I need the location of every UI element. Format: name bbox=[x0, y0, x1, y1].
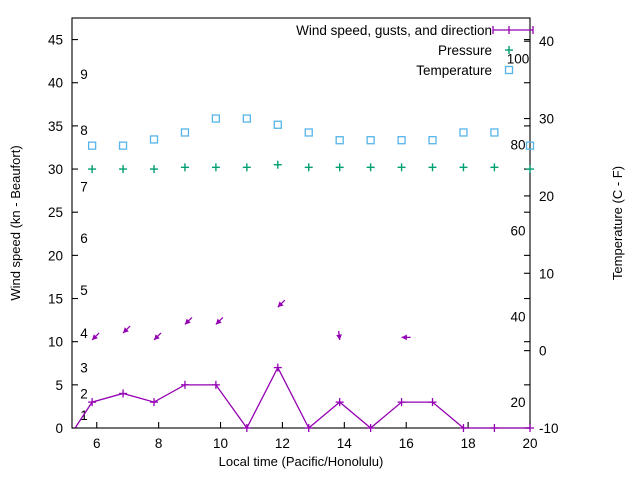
beaufort-scale-label: 9 bbox=[80, 67, 88, 82]
beaufort-scale-label: 7 bbox=[80, 179, 88, 194]
y-axis-tick-label: 15 bbox=[48, 292, 63, 307]
legend-label-2: Temperature bbox=[416, 63, 492, 78]
wind-direction-arrow-head bbox=[215, 318, 222, 325]
temperature-marker bbox=[180, 128, 190, 137]
wind-direction-arrow-head bbox=[336, 334, 342, 340]
x-axis-title: Local time (Pacific/Honolulu) bbox=[219, 454, 384, 469]
y-axis-tick-label: 10 bbox=[48, 335, 63, 350]
legend-swatch-2 bbox=[504, 65, 514, 75]
y-axis-tick-label: 30 bbox=[48, 162, 63, 177]
y-axis-tick-label: 35 bbox=[48, 119, 63, 134]
y2-axis-tick-label: 40 bbox=[539, 34, 554, 49]
wind-direction-arrow-head bbox=[92, 334, 98, 340]
fahrenheit-scale-label: 80 bbox=[510, 137, 525, 152]
x-axis-tick-label: 18 bbox=[461, 436, 476, 451]
y2-axis-tick-label: 30 bbox=[539, 112, 554, 127]
wind-speed-line bbox=[74, 366, 530, 430]
temperature-marker bbox=[273, 120, 282, 129]
temperature-marker bbox=[87, 141, 97, 150]
x-axis-tick-label: 8 bbox=[155, 436, 163, 451]
temperature-marker bbox=[304, 128, 313, 137]
x-axis-tick-label: 12 bbox=[275, 436, 290, 451]
y-axis-tick-label: 40 bbox=[48, 76, 63, 91]
y-axis-tick-label: 20 bbox=[48, 248, 63, 263]
legend-label-0: Wind speed, gusts, and direction bbox=[296, 23, 492, 38]
beaufort-scale-label: 5 bbox=[80, 283, 88, 298]
y2-axis-tick-label: 20 bbox=[539, 189, 554, 204]
y2-axis-title: Temperature (C - F) bbox=[610, 166, 625, 280]
wind-direction-arrow-head bbox=[401, 334, 407, 341]
fahrenheit-scale-label: 20 bbox=[510, 395, 525, 410]
beaufort-scale-label: 6 bbox=[80, 231, 88, 246]
temperature-marker bbox=[490, 128, 499, 137]
x-axis-tick-label: 6 bbox=[93, 436, 101, 451]
y-axis-tick-label: 25 bbox=[48, 205, 63, 220]
fahrenheit-scale-label: 40 bbox=[510, 309, 525, 324]
y2-axis-tick-label: -10 bbox=[539, 421, 559, 436]
wind-direction-arrow-head bbox=[184, 318, 191, 325]
x-axis-tick-label: 16 bbox=[399, 436, 414, 451]
temperature-marker bbox=[428, 136, 437, 145]
temperature-marker bbox=[211, 114, 221, 123]
y2-axis-tick-label: 10 bbox=[539, 266, 554, 281]
legend-label-1: Pressure bbox=[438, 43, 492, 58]
y-axis-tick-label: 45 bbox=[48, 33, 63, 48]
x-axis-tick-label: 10 bbox=[213, 436, 228, 451]
beaufort-scale-label: 3 bbox=[80, 361, 88, 376]
temperature-marker bbox=[149, 135, 159, 144]
wind-direction-arrow-head bbox=[277, 301, 284, 308]
y-axis-tick-label: 5 bbox=[55, 378, 63, 393]
wind-direction-arrow-head bbox=[154, 334, 160, 340]
plot-frame bbox=[71, 17, 531, 429]
y-axis-tick-label: 0 bbox=[55, 421, 63, 436]
beaufort-scale-label: 2 bbox=[80, 386, 88, 401]
wind-direction-arrow-head bbox=[123, 327, 129, 334]
x-axis-tick-label: 14 bbox=[337, 436, 353, 451]
temperature-marker bbox=[459, 128, 468, 137]
temperature-marker bbox=[118, 141, 128, 150]
fahrenheit-scale-label: 60 bbox=[510, 223, 525, 238]
temperature-marker bbox=[397, 136, 406, 145]
temperature-marker bbox=[525, 141, 535, 150]
x-axis-tick-label: 20 bbox=[522, 436, 537, 451]
y-axis-title: Wind speed (kn - Beaufort) bbox=[8, 145, 23, 300]
temperature-marker bbox=[366, 136, 375, 145]
beaufort-scale-label: 8 bbox=[80, 123, 88, 138]
beaufort-scale-label: 4 bbox=[80, 326, 88, 341]
y2-axis-tick-label: 0 bbox=[539, 344, 547, 359]
fahrenheit-scale-label: 100 bbox=[507, 51, 530, 66]
temperature-marker bbox=[335, 136, 344, 145]
temperature-marker bbox=[242, 114, 251, 123]
